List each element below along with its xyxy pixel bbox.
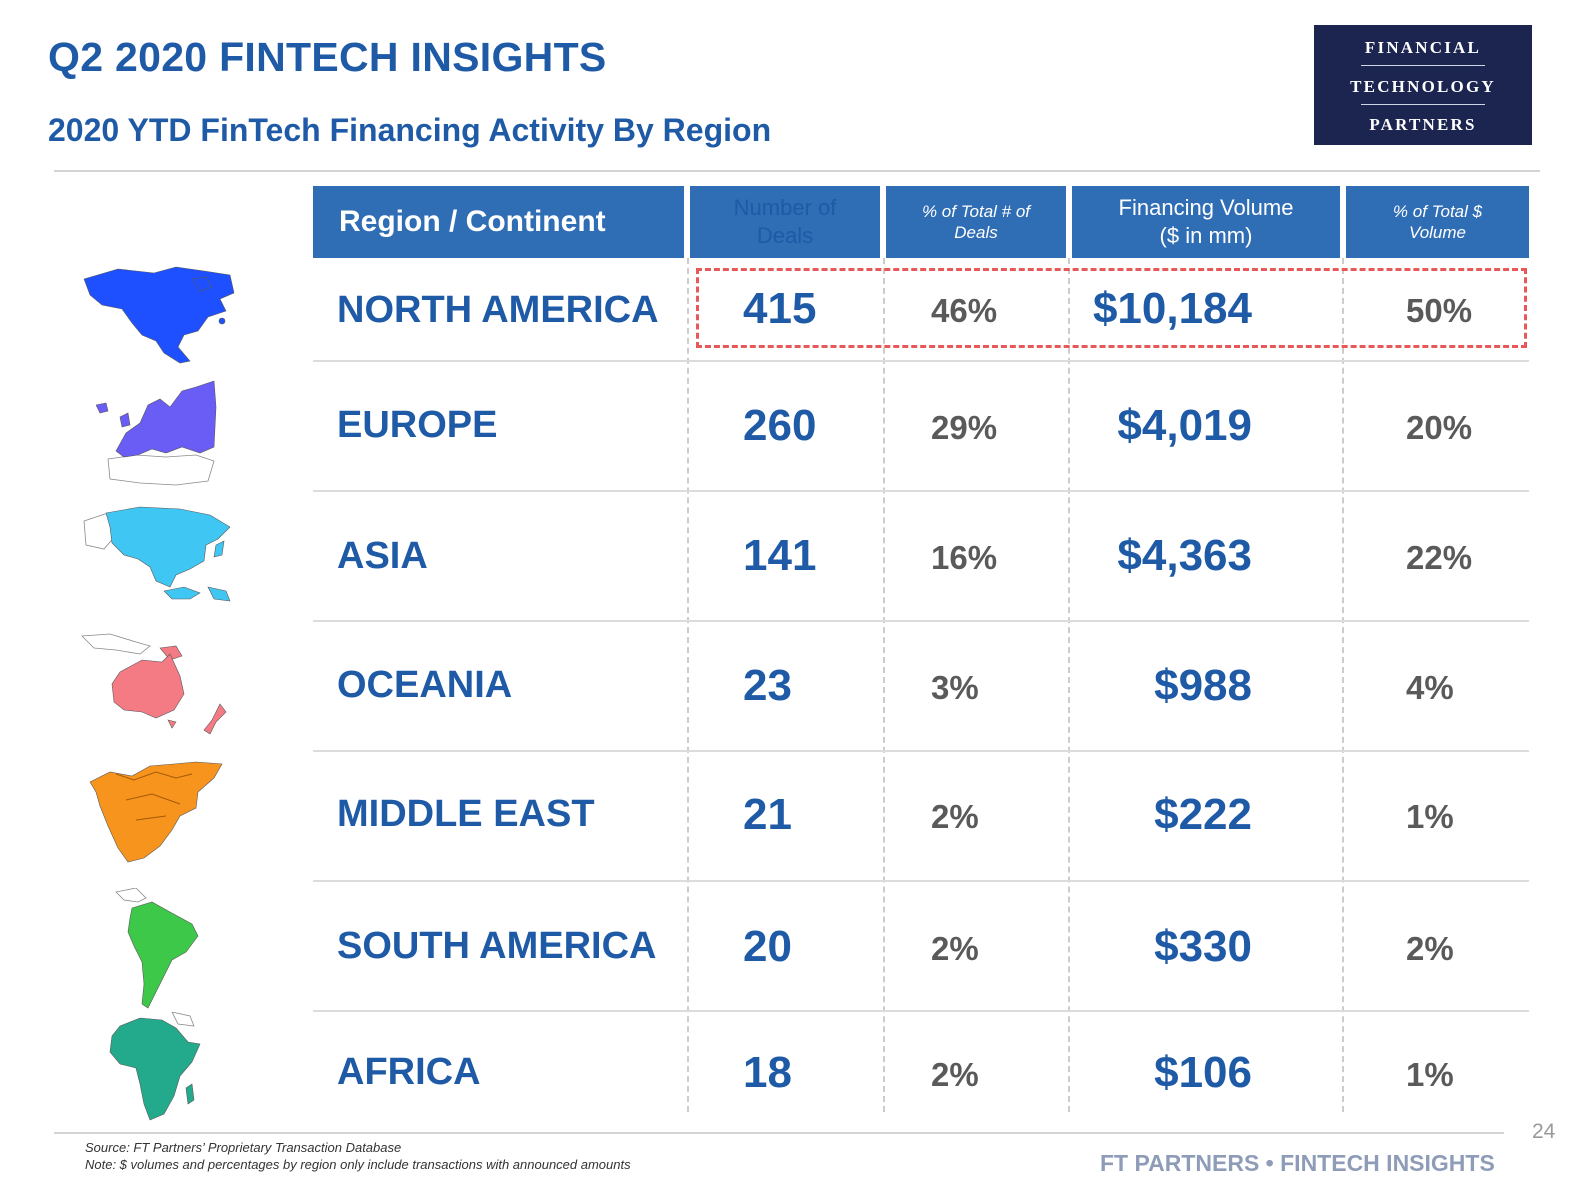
column-header-pct-volume-line1: % of Total $ [1392, 202, 1483, 221]
region-name: NORTH AMERICA [337, 289, 659, 331]
column-header-region: Region / Continent [313, 186, 684, 258]
financing-volume: $10,184 [1092, 284, 1252, 333]
logo-line-partners: PARTNERS [1369, 115, 1477, 134]
column-divider [1342, 258, 1344, 1112]
column-divider [1068, 258, 1070, 1112]
region-name: MIDDLE EAST [337, 793, 595, 835]
column-header-pct-deals-line1: % of Total # of [921, 202, 1031, 221]
deals-count: 18 [743, 1048, 792, 1097]
source-note: Source: FT Partners’ Proprietary Transac… [85, 1140, 402, 1155]
pct-deals: 2% [931, 1056, 979, 1093]
footer-brand: FT PARTNERS • FINTECH INSIGHTS [1100, 1150, 1495, 1176]
column-header-pct-volume-line2: Volume [1408, 223, 1466, 242]
column-divider [687, 258, 689, 1112]
north-america-map-icon [83, 266, 235, 364]
page-number: 24 [1532, 1120, 1556, 1143]
footer-divider [54, 1132, 1504, 1134]
deals-count: 141 [743, 531, 817, 580]
row-divider [313, 1010, 1529, 1012]
deals-count: 260 [743, 401, 817, 450]
pct-deals: 2% [931, 798, 979, 835]
column-header-deals-line2: Deals [756, 223, 814, 248]
table-row: EUROPE 260 29% $4,019 20% [313, 362, 1529, 490]
page-title: Q2 2020 FINTECH INSIGHTS [48, 34, 607, 80]
row-divider [313, 620, 1529, 622]
pct-volume: 50% [1406, 292, 1473, 329]
column-header-pct-deals-line2: Deals [954, 223, 998, 242]
column-header-volume-line2: ($ in mm) [1159, 223, 1253, 248]
logo-line-financial: FINANCIAL [1364, 38, 1482, 57]
table-row: SOUTH AMERICA 20 2% $330 2% [313, 882, 1529, 1010]
pct-deals: 2% [931, 930, 979, 967]
oceania-map-icon [81, 633, 227, 735]
ft-partners-logo: FINANCIAL TECHNOLOGY PARTNERS [1314, 25, 1532, 145]
financing-volume: $330 [1154, 922, 1252, 971]
financing-volume: $4,363 [1117, 531, 1252, 580]
region-name: AFRICA [337, 1051, 481, 1093]
financing-volume: $222 [1154, 790, 1252, 839]
footnote: Note: $ volumes and percentages by regio… [85, 1157, 631, 1172]
row-divider [313, 490, 1529, 492]
table-row: MIDDLE EAST 21 2% $222 1% [313, 752, 1529, 880]
column-header-pct-deals: % of Total # of Deals [886, 186, 1066, 258]
asia-map-icon [83, 506, 231, 602]
south-america-map-icon [115, 888, 199, 1009]
column-header-deals: Number of Deals [690, 186, 880, 258]
region-name: EUROPE [337, 404, 498, 446]
table-row: NORTH AMERICA 415 46% $10,184 50% [313, 262, 1529, 360]
header-divider [54, 170, 1540, 172]
pct-volume: 2% [1406, 930, 1454, 967]
table-row: ASIA 141 16% $4,363 22% [313, 492, 1529, 620]
europe-map-icon [96, 380, 217, 486]
deals-count: 23 [743, 661, 792, 710]
deals-count: 21 [743, 790, 792, 839]
pct-deals: 3% [931, 669, 979, 706]
pct-volume: 1% [1406, 798, 1454, 835]
column-header-volume-line1: Financing Volume [1118, 195, 1294, 220]
pct-deals: 29% [931, 409, 998, 446]
column-header-pct-volume: % of Total $ Volume [1346, 186, 1529, 258]
region-name: SOUTH AMERICA [337, 925, 657, 967]
pct-volume: 4% [1406, 669, 1454, 706]
north-america-highlight [696, 268, 1527, 348]
financing-volume: $988 [1154, 661, 1252, 710]
pct-volume: 22% [1406, 539, 1473, 576]
column-header-region-label: Region / Continent [339, 205, 606, 238]
column-header-deals-line1: Number of [733, 195, 837, 220]
financing-volume: $106 [1154, 1048, 1252, 1097]
table-row: OCEANIA 23 3% $988 4% [313, 622, 1529, 750]
deals-count: 20 [743, 922, 792, 971]
pct-deals: 16% [931, 539, 998, 576]
africa-map-icon [109, 1012, 201, 1121]
middle-east-map-icon [89, 761, 223, 863]
region-name: OCEANIA [337, 664, 513, 706]
row-divider [313, 880, 1529, 882]
pct-volume: 20% [1406, 409, 1473, 446]
column-divider [883, 258, 885, 1112]
column-header-volume: Financing Volume ($ in mm) [1072, 186, 1340, 258]
logo-line-technology: TECHNOLOGY [1350, 77, 1496, 96]
logo-divider [1361, 104, 1485, 105]
row-divider [313, 360, 1529, 362]
pct-deals: 46% [931, 292, 998, 329]
region-name: ASIA [337, 535, 428, 577]
page-subtitle: 2020 YTD FinTech Financing Activity By R… [48, 112, 772, 148]
deals-count: 415 [743, 284, 817, 333]
row-divider [313, 750, 1529, 752]
financing-volume: $4,019 [1117, 401, 1252, 450]
pct-volume: 1% [1406, 1056, 1454, 1093]
table-row: AFRICA 18 2% $106 1% [313, 1012, 1529, 1132]
logo-divider [1361, 65, 1485, 66]
